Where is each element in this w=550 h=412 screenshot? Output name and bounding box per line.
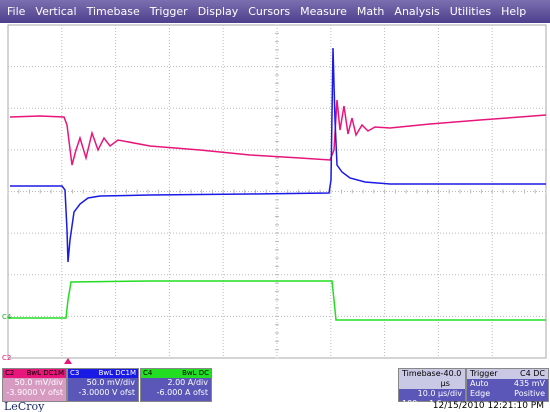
channel-box: C4 BwL DC 2.00 A/div -6.000 A ofst <box>140 368 212 402</box>
timebase-box: Timebase-40.0 µs 10.0 µs/div 100 kS 1.0 G… <box>398 368 466 412</box>
brand-logo: LeCroy <box>4 400 45 412</box>
menu-item[interactable]: Trigger <box>149 5 188 18</box>
timebase-rate: 1.0 GS/s <box>429 399 447 412</box>
menu-item[interactable]: Analysis <box>394 5 440 18</box>
channel-marker: C2 <box>2 354 11 362</box>
channel-box: C2 BwL DC1M 50.0 mV/div -3.9000 V ofst <box>2 368 67 402</box>
channel-offset: -3.9000 V ofst <box>6 388 63 397</box>
channel-scale: 50.0 mV/div <box>86 378 135 387</box>
menu-item[interactable]: Help <box>501 5 527 18</box>
channel-offset: -3.0000 V ofst <box>78 388 135 397</box>
trigger-slope: Positive <box>514 389 545 398</box>
menu-bar: File Vertical Timebase Trigger Display Cursor… <box>0 0 550 23</box>
trigger-level: 435 mV <box>513 379 545 388</box>
trigger-box: Trigger C4 DC Auto 435 mV Edge Positive <box>466 368 549 402</box>
timestamp: 12/15/2010 12:21:10 PM <box>432 401 544 411</box>
trace-c3 <box>10 47 546 263</box>
channel-box: C3 BwL DC1M 50.0 mV/div -3.0000 V ofst <box>67 368 139 402</box>
menu-item[interactable]: Utilities <box>449 5 492 18</box>
menu-item[interactable]: Math <box>356 5 385 18</box>
channel-scale: 2.00 A/div <box>167 378 208 387</box>
menu-item[interactable]: Vertical <box>35 5 77 18</box>
timebase-per-div: 10.0 µs/div <box>417 389 462 398</box>
channel-scale: 50.0 mV/div <box>14 378 63 387</box>
menu-item[interactable]: Timebase <box>86 5 140 18</box>
trigger-mode: Auto <box>470 379 489 388</box>
timebase-samples: 100 kS <box>402 399 418 412</box>
channel-label: C2 <box>5 369 15 377</box>
trigger-type: Edge <box>470 389 491 398</box>
channel-coupling: BwL DC1M <box>98 369 136 377</box>
timebase-delay: -40.0 µs <box>440 369 462 388</box>
channel-label: C4 <box>143 369 153 377</box>
trace-c4 <box>8 280 546 321</box>
menu-item[interactable]: File <box>7 5 26 18</box>
channel-coupling: BwL DC <box>182 369 209 377</box>
menu-item[interactable]: Display <box>197 5 239 18</box>
trigger-source: C4 DC <box>520 369 545 378</box>
grid <box>7 24 547 359</box>
channel-coupling: BwL DC1M <box>26 369 64 377</box>
menu-item[interactable]: Measure <box>300 5 347 18</box>
channel-label: C3 <box>70 369 80 377</box>
trigger-marker <box>64 358 72 364</box>
channel-marker: C4 <box>2 313 12 321</box>
timebase-title: Timebase <box>402 369 441 378</box>
channel-offset: -6.000 A ofst <box>156 388 208 397</box>
trace-c2 <box>9 99 547 166</box>
trigger-title: Trigger <box>470 369 498 378</box>
menu-item[interactable]: Cursors <box>248 5 291 18</box>
